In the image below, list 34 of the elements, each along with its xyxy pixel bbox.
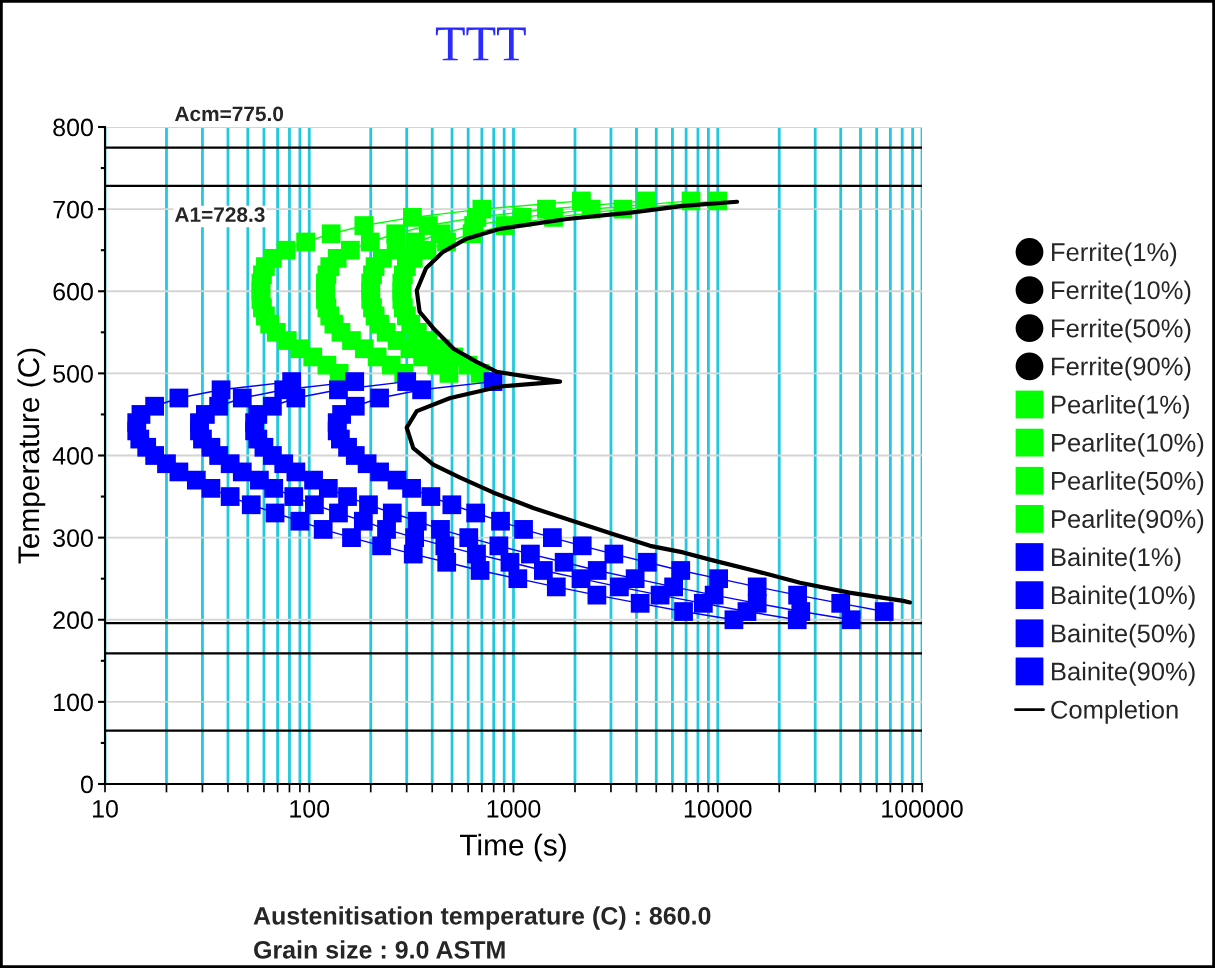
legend-label: Pearlite(10%) <box>1052 433 1204 457</box>
y-tick-label: 600 <box>53 282 93 301</box>
legend-label: Ferrite(10%) <box>1052 280 1191 305</box>
legend-label: Ferrite(50%) <box>1052 318 1191 343</box>
legend-label: Pearlite(50%) <box>1052 471 1204 495</box>
legend-label: Completion <box>1051 699 1178 724</box>
chart-title: TTT <box>435 27 526 61</box>
y-tick-label: 500 <box>53 364 93 383</box>
y-tick-label: 100 <box>54 693 93 712</box>
x-tick-label: 10 <box>93 799 118 818</box>
legend-label: Bainite(1%) <box>1052 547 1181 572</box>
y-tick-label: 400 <box>52 447 93 465</box>
x-tick-label: 100000 <box>882 799 963 818</box>
x-tick-label: 1000 <box>487 799 541 818</box>
legend-label: Bainite(50%) <box>1052 623 1195 648</box>
ref-line-label: Acm=775.0 <box>174 106 284 122</box>
legend-label: Ferrite(90%) <box>1052 356 1191 381</box>
x-tick-label: 100 <box>290 799 330 818</box>
y-tick-label: 700 <box>53 200 93 219</box>
y-axis-title: Temperature (C) <box>17 348 46 564</box>
text: Grain size : 9.0 ASTM <box>254 940 505 959</box>
legend-label: Bainite(10%) <box>1052 585 1195 610</box>
y-tick-label: 0 <box>80 775 93 794</box>
legend-label: Pearlite(1%) <box>1052 394 1189 419</box>
y-tick-label: 200 <box>53 611 93 630</box>
legend-label: Pearlite(90%) <box>1052 509 1204 534</box>
x-axis-title: Time (s) <box>460 833 566 862</box>
x-tick-label: 10000 <box>684 799 752 818</box>
legend-label: Bainite(90%) <box>1052 661 1195 686</box>
ref-line-label: A1=728.3 <box>174 207 265 223</box>
y-tick-label: 800 <box>53 118 93 137</box>
text: Austenitisation temperature (C) : 860.0 <box>253 906 711 930</box>
legend-label: Ferrite(1%) <box>1052 242 1177 267</box>
y-tick-label: 300 <box>53 529 93 547</box>
